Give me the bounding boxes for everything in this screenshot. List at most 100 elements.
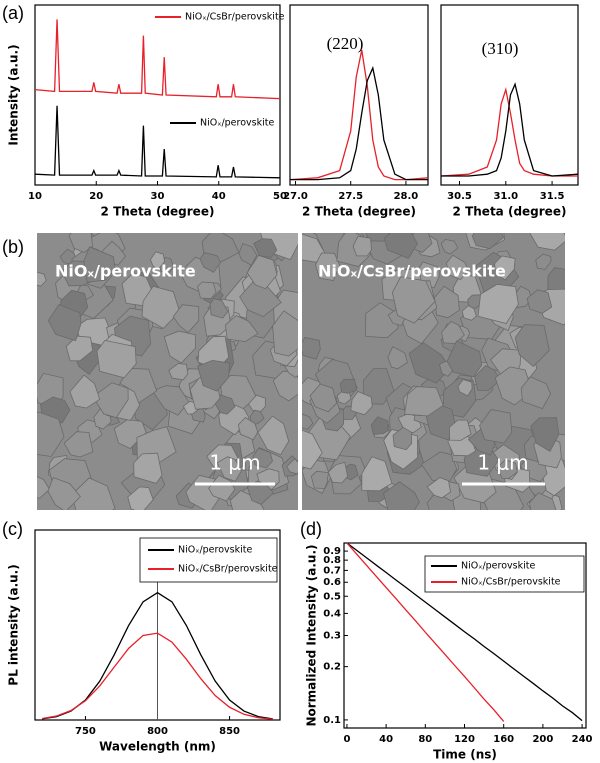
panel-label: (c) xyxy=(2,519,23,539)
grain xyxy=(252,447,273,469)
y-tick-label: 0.7 xyxy=(323,565,341,576)
legend-box xyxy=(424,555,585,593)
legend-box xyxy=(139,537,278,583)
grain xyxy=(302,337,321,360)
x-axis-label: Time (ns) xyxy=(433,748,497,762)
grain xyxy=(494,255,516,281)
grain xyxy=(309,383,338,413)
grain xyxy=(239,276,282,318)
grain xyxy=(408,342,451,384)
grain xyxy=(302,413,314,430)
grain xyxy=(209,298,229,319)
sem-label: NiOₓ/perovskite xyxy=(55,262,196,281)
x-tick-label: 750 xyxy=(75,726,96,737)
data-line xyxy=(346,542,583,722)
x-tick-label: 28.0 xyxy=(394,191,419,202)
grain xyxy=(216,456,242,482)
grain xyxy=(448,419,472,441)
grain xyxy=(474,365,501,392)
grain xyxy=(141,285,181,329)
grain xyxy=(113,419,147,449)
x-tick-label: 50 xyxy=(273,191,287,202)
grain xyxy=(471,233,504,250)
grain xyxy=(208,474,236,502)
x-tick-label: 10 xyxy=(28,191,42,202)
grain xyxy=(47,304,82,342)
legend-label: NiOₓ/CsBr/perovskite xyxy=(185,12,285,23)
grain xyxy=(370,416,389,435)
grain xyxy=(37,476,51,499)
grain xyxy=(47,477,81,510)
y-axis-label: PL intensity (a.u.) xyxy=(7,564,21,685)
data-line xyxy=(34,105,281,179)
panel-label: (d) xyxy=(300,519,322,539)
grain xyxy=(96,339,137,379)
grain xyxy=(163,330,196,364)
grain xyxy=(529,233,565,251)
grain xyxy=(315,252,341,281)
x-tick-label: 27.5 xyxy=(338,191,363,202)
grain xyxy=(363,368,395,405)
grain xyxy=(446,340,483,378)
grain xyxy=(530,417,560,452)
x-tick-label: 850 xyxy=(219,726,240,737)
x-tick-label: 0 xyxy=(343,734,350,745)
grain xyxy=(457,379,473,397)
data-line xyxy=(42,632,273,720)
grain xyxy=(199,252,221,273)
grain xyxy=(246,254,278,290)
grain xyxy=(391,276,436,324)
grain xyxy=(461,305,477,321)
grain xyxy=(302,429,323,470)
grain xyxy=(69,374,101,409)
grain xyxy=(272,310,298,357)
grain xyxy=(253,238,278,258)
grain xyxy=(133,452,163,484)
y-tick-label: 0.1 xyxy=(323,715,341,726)
sem-label: NiOₓ/CsBr/perovskite xyxy=(318,262,506,281)
grain xyxy=(350,391,373,416)
x-axis-label: 2 Theta (degree) xyxy=(302,205,416,219)
grain xyxy=(63,431,94,458)
x-tick-label: 40 xyxy=(212,191,226,202)
grain xyxy=(224,315,259,343)
grain xyxy=(404,386,444,417)
grain xyxy=(477,283,519,324)
grain xyxy=(68,233,93,253)
grain xyxy=(383,481,420,510)
plot-frame xyxy=(440,4,579,186)
x-tick-label: 200 xyxy=(532,734,553,745)
grain xyxy=(535,253,552,270)
grain xyxy=(197,359,231,392)
x-tick-label: 120 xyxy=(454,734,475,745)
grain xyxy=(37,411,65,457)
grain xyxy=(249,409,265,426)
scale-bar-label: 1 μm xyxy=(477,451,528,475)
sem-image xyxy=(302,233,565,510)
grain xyxy=(83,246,116,283)
grain xyxy=(149,251,166,271)
x-tick-label: 800 xyxy=(147,726,168,737)
data-line xyxy=(290,65,428,181)
grain xyxy=(327,461,349,484)
grain xyxy=(520,376,552,410)
x-tick-label: 30.5 xyxy=(447,191,472,202)
grain xyxy=(514,324,550,368)
x-tick-label: 240 xyxy=(572,734,593,745)
grain xyxy=(392,426,413,451)
grain xyxy=(526,289,553,314)
data-line xyxy=(34,19,281,100)
grain xyxy=(387,346,408,370)
legend-label: NiOₓ/perovskite xyxy=(461,561,535,572)
grain xyxy=(479,409,513,444)
y-tick-label: 0.9 xyxy=(323,546,341,557)
grain xyxy=(496,459,518,480)
grain xyxy=(286,458,298,475)
scale-bar-label: 1 μm xyxy=(209,451,260,475)
grain xyxy=(547,267,565,294)
grain xyxy=(440,239,459,255)
y-tick-label: 0.6 xyxy=(323,577,341,588)
y-tick-label: 0.3 xyxy=(323,631,341,642)
legend-label: NiOₓ/CsBr/perovskite xyxy=(461,577,561,588)
